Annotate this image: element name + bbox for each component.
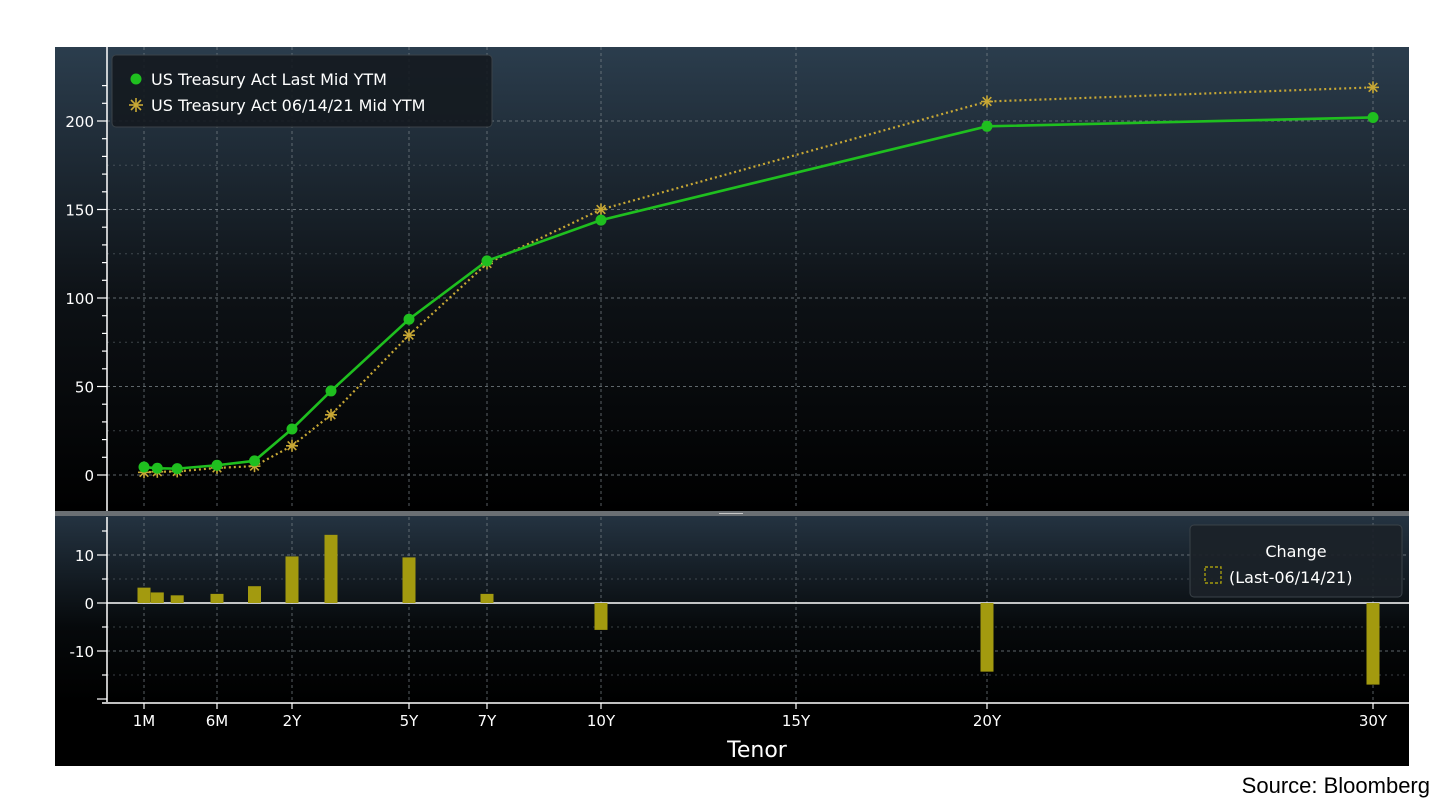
last-circle-point <box>151 462 163 474</box>
top-y-tick-label: 0 <box>84 467 94 485</box>
legend-star-icon <box>129 98 143 112</box>
yield-curve-chart: 0 50 100 150 200 -10 0 10 1M 6M 2Y 5Y 7Y 10Y 15Y 20Y 3… <box>55 47 1409 766</box>
last-circle-point <box>481 255 493 267</box>
top-legend-box <box>111 54 493 128</box>
change-bar <box>980 603 994 672</box>
x-tick-label: 20Y <box>973 712 1002 730</box>
x-tick-label: 1M <box>133 712 156 730</box>
x-tick-label: 7Y <box>478 712 498 730</box>
x-tick-label: 2Y <box>283 712 303 730</box>
prior-star-point <box>325 408 337 421</box>
top-y-tick-label: 50 <box>75 379 94 397</box>
top-y-tick-label: 200 <box>65 113 94 131</box>
change-bar <box>480 593 494 603</box>
legend-circle-icon <box>130 73 142 85</box>
last-circle-point <box>403 313 415 325</box>
bottom-legend: Change (Last-06/14/21) <box>1189 524 1403 598</box>
x-tick-label: 5Y <box>400 712 420 730</box>
change-bar <box>324 534 338 603</box>
bottom-y-tick-label: -10 <box>70 643 95 661</box>
legend-label-prior: US Treasury Act 06/14/21 Mid YTM <box>151 96 425 115</box>
prior-star-point <box>403 329 415 342</box>
last-circle-point <box>249 455 260 467</box>
bottom-legend-box <box>1189 524 1403 598</box>
top-y-tick-label: 100 <box>65 290 94 308</box>
x-axis-title: Tenor <box>726 738 788 763</box>
last-circle-point <box>138 461 150 473</box>
change-bar <box>1366 603 1380 685</box>
last-circle-point <box>211 459 223 471</box>
change-bar <box>210 593 224 603</box>
change-bar <box>150 592 164 603</box>
bottom-panel-background <box>55 516 1409 702</box>
change-bar <box>402 557 416 603</box>
top-y-tick-label: 150 <box>65 202 94 220</box>
prior-star-point <box>981 95 993 108</box>
change-bar <box>594 603 608 630</box>
divider-grip-icon[interactable] <box>719 513 743 514</box>
prior-star-point <box>286 439 298 452</box>
last-circle-point <box>595 214 607 226</box>
prior-star-point <box>595 203 607 216</box>
x-tick-label: 30Y <box>1359 712 1388 730</box>
change-bar <box>285 556 299 603</box>
legend-bar-swatch-icon <box>1204 566 1222 584</box>
last-circle-point <box>981 120 993 132</box>
source-note: Source: Bloomberg <box>1241 773 1430 798</box>
last-circle-point <box>325 385 337 397</box>
x-tick-label: 10Y <box>587 712 616 730</box>
bottom-y-tick-label: 0 <box>84 595 94 613</box>
last-circle-point <box>286 423 298 435</box>
legend-label-last: US Treasury Act Last Mid YTM <box>151 70 387 89</box>
change-bar <box>137 587 151 603</box>
change-bar <box>248 586 261 603</box>
top-legend: US Treasury Act Last Mid YTM US Treasury… <box>111 54 493 128</box>
x-tick-label: 15Y <box>782 712 811 730</box>
prior-star-point <box>1367 81 1379 94</box>
legend-title-change: Change <box>1265 542 1326 561</box>
legend-label-change: (Last-06/14/21) <box>1229 568 1352 587</box>
last-circle-point <box>1367 111 1379 123</box>
bottom-y-tick-label: 10 <box>75 547 94 565</box>
x-tick-label: 6M <box>206 712 229 730</box>
chart-canvas: 0 50 100 150 200 -10 0 10 1M 6M 2Y 5Y 7Y 10Y 15Y 20Y 3… <box>55 47 1409 766</box>
change-bar <box>170 595 184 603</box>
last-circle-point <box>171 463 183 475</box>
